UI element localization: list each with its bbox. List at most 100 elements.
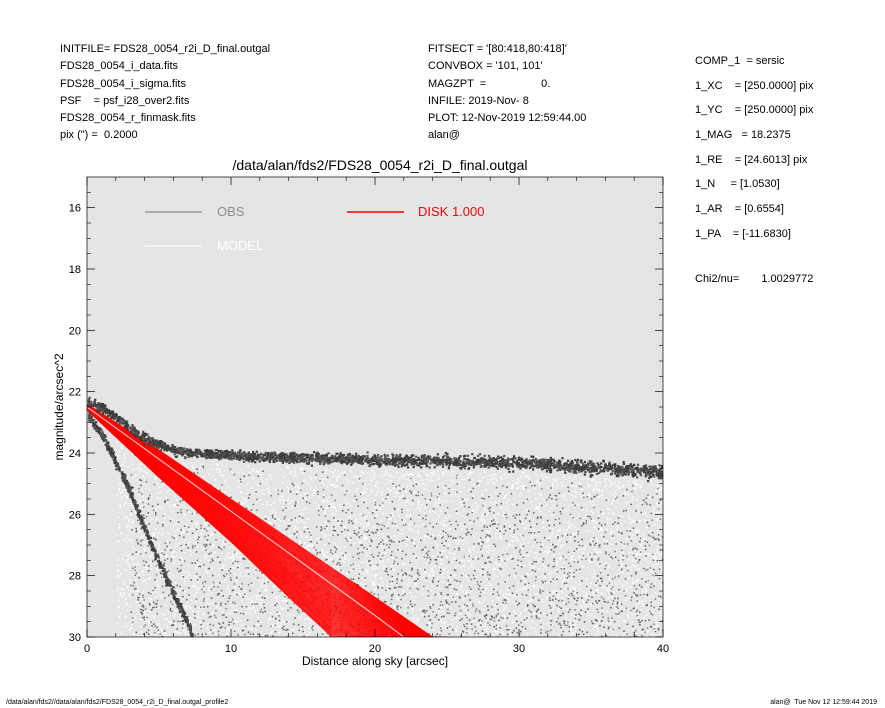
- obs-point-faint: [616, 589, 618, 592]
- obs-point-faint: [440, 513, 442, 515]
- obs-point-faint: [354, 638, 356, 640]
- obs-point-faint: [137, 473, 139, 476]
- obs-point-faint: [334, 507, 336, 509]
- obs-point-faint: [604, 485, 607, 487]
- obs-point-faint: [631, 617, 633, 619]
- obs-point-faint: [492, 577, 494, 579]
- obs-point-faint: [286, 481, 289, 484]
- obs-point-faint: [134, 512, 137, 514]
- obs-point-faint: [339, 547, 342, 549]
- obs-point-faint: [636, 527, 639, 529]
- obs-point-faint: [183, 541, 186, 544]
- obs-point-faint: [337, 568, 340, 571]
- obs-point-faint: [574, 538, 577, 540]
- obs-point-faint: [391, 579, 394, 581]
- obs-point-faint: [215, 607, 217, 609]
- obs-point-faint: [429, 625, 431, 628]
- obs-point-faint: [324, 510, 326, 512]
- obs-point-faint: [619, 543, 622, 545]
- obs-point-faint: [463, 560, 466, 562]
- obs-point-faint: [440, 619, 442, 622]
- obs-point-faint: [302, 513, 305, 515]
- obs-point-faint: [483, 521, 486, 523]
- obs-point-faint: [500, 580, 503, 583]
- obs-point-faint: [125, 551, 127, 554]
- obs-point-faint: [278, 596, 281, 598]
- obs-point-faint: [536, 585, 538, 587]
- obs-point-faint: [542, 478, 544, 480]
- obs-point-faint: [136, 600, 139, 603]
- obs-point-faint: [410, 472, 413, 475]
- obs-point-faint: [222, 567, 225, 569]
- obs-point-faint: [569, 587, 571, 589]
- obs-point-faint: [566, 509, 569, 512]
- obs-point-faint: [233, 567, 235, 569]
- obs-point-faint: [555, 641, 557, 643]
- obs-point-faint: [292, 628, 295, 631]
- obs-point-faint: [494, 536, 497, 538]
- obs-point-faint: [504, 515, 506, 518]
- obs-point-faint: [363, 486, 366, 489]
- obs-point-faint: [578, 561, 581, 564]
- obs-point-faint: [264, 515, 267, 518]
- obs-point-faint: [157, 510, 160, 513]
- obs-point-faint: [369, 476, 372, 479]
- obs-point-faint: [176, 588, 178, 591]
- obs-point-faint: [505, 605, 507, 608]
- obs-point-faint: [425, 473, 428, 475]
- obs-point-faint: [654, 553, 657, 555]
- obs-point-faint: [128, 520, 130, 523]
- obs-point-faint: [163, 624, 166, 627]
- obs-point-faint: [327, 491, 330, 493]
- obs-point-faint: [365, 523, 367, 525]
- obs-point-faint: [536, 557, 538, 559]
- obs-point-faint: [125, 623, 128, 625]
- obs-point-faint: [669, 637, 671, 639]
- obs-point-faint: [321, 500, 323, 502]
- obs-point-faint: [503, 513, 506, 515]
- obs-point-faint: [255, 481, 257, 483]
- obs-point-faint: [528, 585, 531, 588]
- obs-point-faint: [631, 528, 634, 531]
- obs-point-faint: [539, 569, 541, 571]
- obs-point-faint: [604, 478, 607, 481]
- obs-point-faint: [614, 491, 617, 493]
- obs-point-faint: [386, 532, 389, 535]
- obs-point-faint: [500, 475, 502, 478]
- obs-point-faint: [126, 525, 128, 528]
- obs-point-faint: [495, 501, 497, 503]
- obs-point-faint: [544, 604, 547, 607]
- obs-point-faint: [526, 565, 529, 568]
- obs-point-faint: [509, 525, 511, 528]
- obs-point-faint: [145, 471, 147, 474]
- obs-point-faint: [336, 486, 339, 489]
- obs-point-faint: [581, 565, 583, 568]
- obs-point-faint: [323, 553, 325, 556]
- obs-point-faint: [444, 492, 446, 495]
- obs-point-faint: [424, 592, 427, 595]
- obs-point-faint: [541, 626, 544, 629]
- obs-point-faint: [411, 530, 413, 532]
- obs-point-faint: [206, 623, 209, 626]
- obs-point-faint: [491, 592, 494, 594]
- obs-point-faint: [441, 568, 443, 571]
- obs-point-faint: [386, 471, 388, 473]
- obs-point-faint: [374, 595, 377, 597]
- obs-point-faint: [157, 496, 159, 499]
- obs-point-faint: [431, 577, 434, 579]
- obs-point-faint: [170, 620, 172, 622]
- obs-point-faint: [634, 480, 637, 483]
- obs-point-faint: [274, 519, 276, 522]
- obs-point-faint: [554, 524, 557, 527]
- obs-point-faint: [337, 470, 340, 472]
- obs-point-faint: [624, 621, 627, 624]
- obs-point-faint: [605, 632, 608, 635]
- obs-point-faint: [508, 499, 510, 501]
- obs-point-faint: [537, 507, 540, 509]
- obs-point-faint: [184, 580, 186, 583]
- obs-point-faint: [293, 534, 296, 537]
- obs-point-faint: [296, 489, 298, 492]
- obs-point-faint: [148, 529, 150, 531]
- obs-point-faint: [378, 507, 381, 509]
- obs-point-faint: [616, 635, 618, 637]
